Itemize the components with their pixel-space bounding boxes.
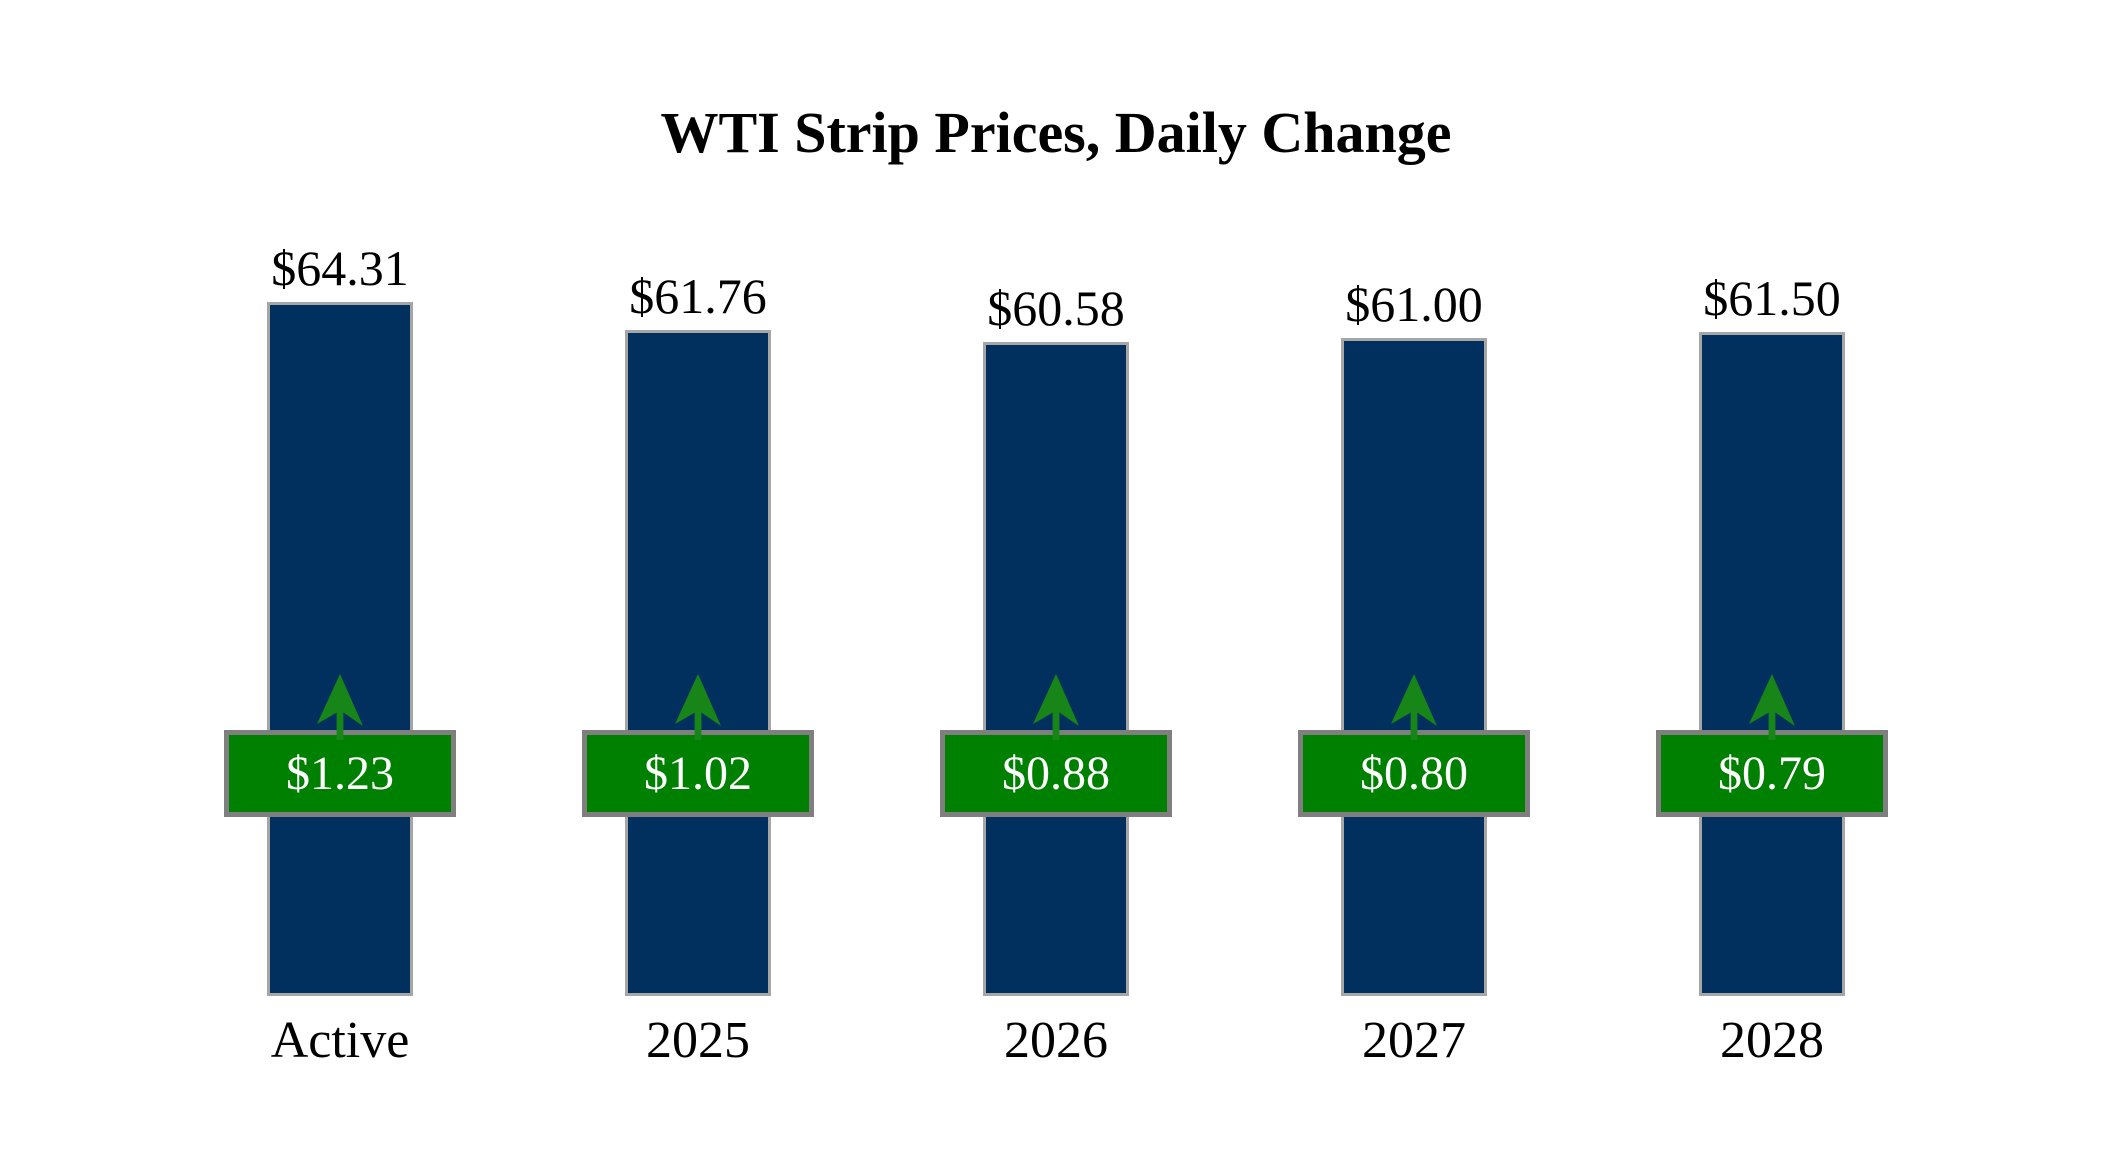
price-label: $60.58	[987, 280, 1125, 336]
price-bar	[983, 342, 1129, 996]
price-bar	[267, 302, 413, 996]
daily-change-value: $1.23	[286, 746, 394, 800]
bar-group: $61.00 $0.80 2027	[1235, 0, 1593, 1152]
daily-change-badge: $0.79	[1656, 730, 1888, 817]
bar-group: $61.76 $1.02 2025	[519, 0, 877, 1152]
bar-group: $61.50 $0.79 2028	[1593, 0, 1951, 1152]
daily-change-badge: $0.80	[1298, 730, 1530, 817]
category-label: 2026	[1004, 1012, 1108, 1069]
category-label: 2025	[646, 1012, 750, 1069]
daily-change-value: $1.02	[644, 746, 752, 800]
category-label: Active	[270, 1012, 410, 1069]
price-label: $61.50	[1703, 270, 1841, 326]
bar-group: $64.31 $1.23 Active	[161, 0, 519, 1152]
price-label: $61.00	[1345, 276, 1483, 332]
up-arrow-icon	[1391, 674, 1437, 740]
up-arrow-icon	[317, 674, 363, 740]
price-bar	[1341, 338, 1487, 996]
daily-change-badge: $1.23	[224, 730, 456, 817]
daily-change-value: $0.80	[1360, 746, 1468, 800]
up-arrow-icon	[1033, 674, 1079, 740]
daily-change-value: $0.88	[1002, 746, 1110, 800]
category-label: 2027	[1362, 1012, 1466, 1069]
daily-change-value: $0.79	[1718, 746, 1826, 800]
price-label: $64.31	[271, 240, 409, 296]
price-bar	[1699, 332, 1845, 996]
daily-change-badge: $0.88	[940, 730, 1172, 817]
up-arrow-icon	[675, 674, 721, 740]
up-arrow-icon	[1749, 674, 1795, 740]
price-label: $61.76	[629, 268, 767, 324]
price-bar	[625, 330, 771, 996]
chart-title: WTI Strip Prices, Daily Change	[660, 100, 1452, 165]
category-label: 2028	[1720, 1012, 1824, 1069]
bar-group: $60.58 $0.88 2026	[877, 0, 1235, 1152]
daily-change-badge: $1.02	[582, 730, 814, 817]
